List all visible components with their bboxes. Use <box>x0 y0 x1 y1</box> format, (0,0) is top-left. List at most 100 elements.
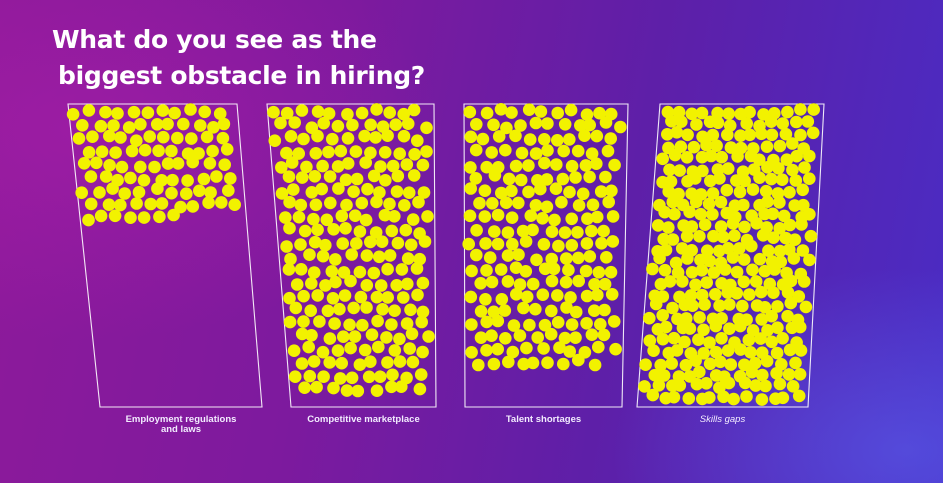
response-dot <box>524 209 538 222</box>
response-dot <box>295 357 309 370</box>
response-dot <box>598 277 612 291</box>
response-dot <box>406 355 420 369</box>
response-dot <box>807 103 820 116</box>
response-dot <box>76 119 89 132</box>
response-dot <box>703 254 717 268</box>
response-dot <box>693 365 706 379</box>
response-dot <box>796 183 809 197</box>
response-dot <box>702 197 716 211</box>
response-dot <box>326 132 339 146</box>
response-dot <box>686 299 699 313</box>
response-dot <box>411 134 424 147</box>
response-dot <box>305 277 318 290</box>
response-dot <box>784 274 798 288</box>
response-dot <box>207 121 220 134</box>
response-dot <box>388 344 402 357</box>
response-dot <box>565 212 578 226</box>
response-dot <box>491 342 505 356</box>
response-dot <box>782 368 796 381</box>
response-dot <box>795 218 808 231</box>
response-dot <box>335 209 349 223</box>
response-dot <box>703 336 716 349</box>
response-dot <box>730 265 744 279</box>
response-dot <box>513 278 527 291</box>
response-dot <box>307 355 321 368</box>
response-dot <box>393 355 407 368</box>
response-dot <box>685 266 699 279</box>
response-dot <box>515 146 529 160</box>
response-dot <box>536 288 550 302</box>
response-dot <box>773 377 787 391</box>
response-dot <box>298 381 311 395</box>
response-dot <box>733 185 747 199</box>
response-dot <box>375 235 389 248</box>
response-dot <box>292 210 306 224</box>
category-label-line: Talent shortages <box>506 414 581 425</box>
response-dot <box>714 220 728 233</box>
response-dot <box>369 131 382 144</box>
response-dot <box>743 128 757 142</box>
response-dot <box>709 345 723 359</box>
response-dot <box>417 186 431 199</box>
response-dot <box>597 224 610 238</box>
response-dot <box>762 244 775 257</box>
response-dot <box>320 213 334 227</box>
response-dot <box>754 332 767 345</box>
response-dot <box>541 144 554 157</box>
response-dot <box>789 356 802 370</box>
response-dot <box>516 224 530 238</box>
response-dot <box>376 303 389 316</box>
response-dot <box>721 286 734 299</box>
response-dot <box>295 327 309 341</box>
response-dot <box>522 103 536 116</box>
response-dot <box>84 197 98 211</box>
response-dot <box>682 392 696 405</box>
response-dot <box>340 384 354 397</box>
response-dot <box>599 170 612 184</box>
response-dot <box>526 277 540 291</box>
response-dot <box>327 381 340 395</box>
response-dot <box>722 376 736 390</box>
response-dot <box>325 265 339 278</box>
response-dot <box>311 129 324 143</box>
response-dot <box>369 226 383 239</box>
response-dot <box>360 279 374 292</box>
response-dot <box>585 224 598 238</box>
response-dot <box>401 277 414 291</box>
response-dot <box>380 331 393 344</box>
response-dot <box>694 207 707 221</box>
response-dot <box>479 237 492 250</box>
response-dot <box>564 103 578 117</box>
response-dot <box>507 319 521 332</box>
response-dot <box>381 129 394 142</box>
response-dot <box>649 297 663 311</box>
response-dot <box>550 158 563 171</box>
response-dot <box>495 293 509 306</box>
response-dot <box>746 263 759 277</box>
response-dot <box>556 172 570 186</box>
response-dot <box>646 388 660 402</box>
response-dot <box>788 233 802 246</box>
response-dot <box>465 264 478 278</box>
response-dot <box>388 304 401 318</box>
response-dot <box>393 332 406 346</box>
response-dot <box>334 372 347 385</box>
response-dot <box>93 186 106 199</box>
response-dot <box>746 183 760 196</box>
response-dot <box>537 342 550 355</box>
response-dot <box>656 332 670 346</box>
response-dot <box>755 393 769 406</box>
response-dot <box>756 229 770 242</box>
response-dot <box>639 358 652 372</box>
response-dot <box>523 318 536 332</box>
response-dot <box>545 274 559 288</box>
response-dot <box>303 248 316 261</box>
response-dot <box>351 384 365 398</box>
response-dot <box>690 118 703 131</box>
response-dot <box>280 146 293 160</box>
response-dot <box>784 296 798 310</box>
response-dot <box>707 229 720 243</box>
response-dot <box>541 356 554 370</box>
response-dot <box>709 288 722 301</box>
response-dot <box>283 315 297 329</box>
